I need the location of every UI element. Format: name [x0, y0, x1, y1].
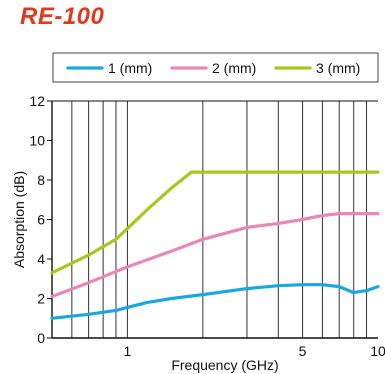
legend — [52, 52, 379, 83]
x-tick-label: 5 — [299, 343, 307, 359]
y-tick-label: 0 — [37, 330, 45, 346]
x-tick-label: 1 — [124, 343, 132, 359]
series-line-1 — [50, 283, 380, 320]
series-line-3 — [50, 170, 380, 275]
y-axis-title: Absorption (dB) — [11, 171, 27, 268]
y-tick-label: 6 — [37, 212, 45, 228]
x-axis-title: Frequency (GHz) — [171, 357, 278, 373]
y-tick-label: 4 — [37, 251, 45, 267]
y-tick-label: 8 — [37, 172, 45, 188]
series-line-2 — [50, 212, 380, 299]
legend-label-3: 3 (mm) — [316, 60, 360, 76]
x-tick-label: 10 — [370, 343, 385, 359]
y-tick-label: 2 — [37, 291, 45, 307]
chart-title: RE-100 — [20, 3, 105, 30]
y-tick-label: 12 — [29, 93, 45, 109]
y-tick-label: 10 — [29, 133, 45, 149]
legend-label-2: 2 (mm) — [212, 60, 256, 76]
legend-label-1: 1 (mm) — [108, 60, 152, 76]
